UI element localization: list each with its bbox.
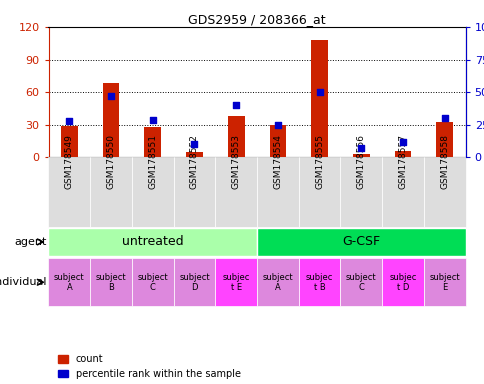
Point — [190, 141, 198, 147]
Bar — [436, 121, 452, 157]
Text: subjec
t B: subjec t B — [305, 273, 333, 292]
Text: subject
E: subject E — [428, 273, 459, 292]
FancyBboxPatch shape — [215, 157, 257, 227]
Point — [149, 116, 156, 122]
FancyBboxPatch shape — [132, 157, 173, 227]
Point — [232, 102, 240, 108]
Text: GSM178558: GSM178558 — [439, 134, 448, 189]
Bar — [352, 154, 369, 157]
Text: subjec
t D: subjec t D — [389, 273, 416, 292]
Text: individual: individual — [0, 277, 46, 287]
FancyBboxPatch shape — [257, 228, 465, 256]
Point — [398, 139, 406, 145]
Title: GDS2959 / 208366_at: GDS2959 / 208366_at — [188, 13, 325, 26]
Text: GSM178554: GSM178554 — [273, 134, 282, 189]
Text: GSM178553: GSM178553 — [231, 134, 240, 189]
Bar — [269, 125, 286, 157]
Bar — [186, 152, 202, 157]
Bar — [311, 40, 327, 157]
Text: GSM178555: GSM178555 — [315, 134, 323, 189]
Legend: count, percentile rank within the sample: count, percentile rank within the sample — [58, 354, 240, 379]
Text: subject
B: subject B — [95, 273, 126, 292]
FancyBboxPatch shape — [132, 258, 173, 306]
FancyBboxPatch shape — [48, 157, 90, 227]
FancyBboxPatch shape — [340, 157, 381, 227]
Text: untreated: untreated — [121, 235, 183, 248]
Point — [315, 89, 323, 95]
Text: subject
D: subject D — [179, 273, 210, 292]
Point — [273, 122, 281, 128]
Point — [107, 93, 115, 99]
Point — [357, 145, 364, 151]
Bar — [394, 151, 410, 157]
Bar — [61, 126, 77, 157]
FancyBboxPatch shape — [257, 157, 298, 227]
Point — [440, 115, 448, 121]
Text: GSM178557: GSM178557 — [398, 134, 407, 189]
FancyBboxPatch shape — [381, 258, 423, 306]
FancyBboxPatch shape — [298, 157, 340, 227]
Point — [65, 118, 73, 124]
Text: subjec
t E: subjec t E — [222, 273, 249, 292]
Bar — [227, 116, 244, 157]
FancyBboxPatch shape — [215, 258, 257, 306]
Bar — [144, 127, 161, 157]
Text: GSM178550: GSM178550 — [106, 134, 115, 189]
Text: subject
C: subject C — [137, 273, 168, 292]
Text: agent: agent — [14, 237, 46, 247]
FancyBboxPatch shape — [90, 258, 132, 306]
FancyBboxPatch shape — [257, 258, 298, 306]
Text: GSM178551: GSM178551 — [148, 134, 157, 189]
FancyBboxPatch shape — [48, 228, 257, 256]
Text: GSM178549: GSM178549 — [65, 134, 74, 189]
FancyBboxPatch shape — [298, 258, 340, 306]
FancyBboxPatch shape — [423, 157, 465, 227]
FancyBboxPatch shape — [340, 258, 381, 306]
Text: GSM178556: GSM178556 — [356, 134, 365, 189]
FancyBboxPatch shape — [48, 258, 90, 306]
FancyBboxPatch shape — [173, 157, 215, 227]
FancyBboxPatch shape — [381, 157, 423, 227]
Text: subject
C: subject C — [345, 273, 376, 292]
Text: subject
A: subject A — [54, 273, 85, 292]
Text: GSM178552: GSM178552 — [190, 134, 198, 189]
Text: G-CSF: G-CSF — [342, 235, 379, 248]
FancyBboxPatch shape — [173, 258, 215, 306]
FancyBboxPatch shape — [423, 258, 465, 306]
FancyBboxPatch shape — [90, 157, 132, 227]
Text: subject
A: subject A — [262, 273, 293, 292]
Bar — [103, 83, 119, 157]
